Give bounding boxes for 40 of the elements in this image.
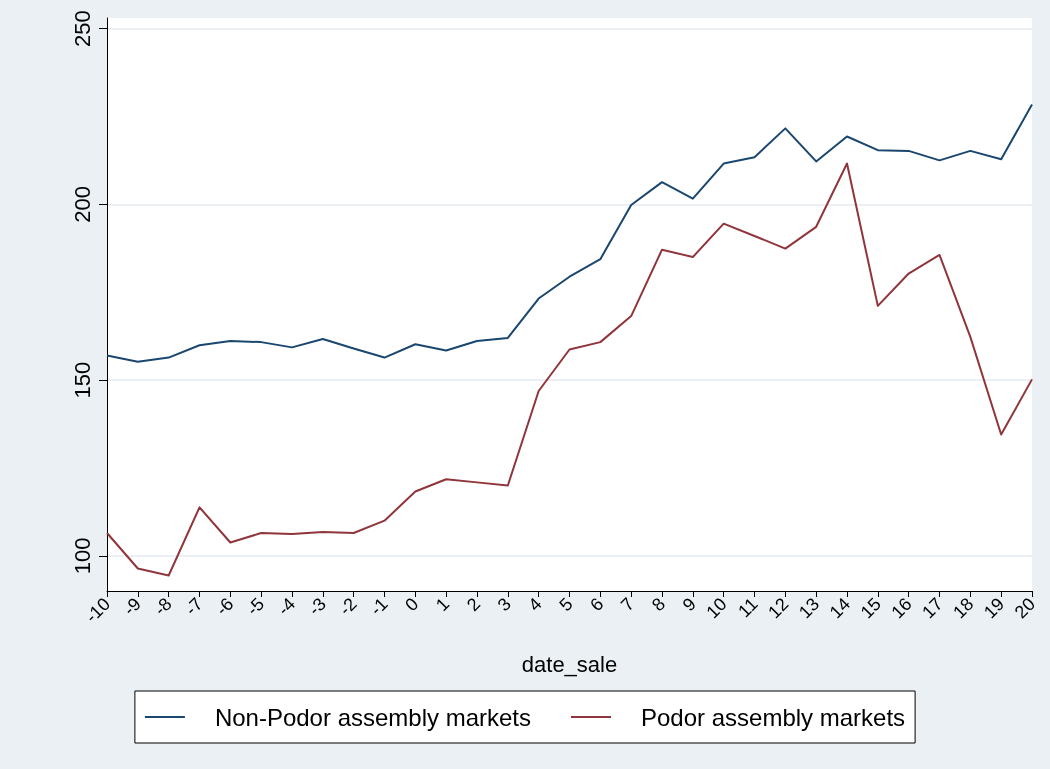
x-tick-label: 2 bbox=[462, 593, 485, 616]
legend-label: Non-Podor assembly markets bbox=[214, 703, 532, 731]
x-tick-label: -3 bbox=[304, 593, 330, 620]
x-tick-label: -7 bbox=[181, 593, 207, 620]
x-tick-label: 18 bbox=[949, 593, 978, 623]
y-tick-label: 250 bbox=[69, 10, 95, 47]
x-tick-label: 3 bbox=[493, 593, 515, 616]
x-tick-label: -4 bbox=[273, 593, 300, 620]
x-tick-label: 1 bbox=[432, 593, 454, 616]
x-tick-label: 15 bbox=[856, 593, 885, 623]
line-series bbox=[106, 162, 1033, 577]
line-series bbox=[106, 103, 1033, 363]
x-tick-label: -2 bbox=[335, 593, 361, 620]
x-tick-label: 10 bbox=[702, 593, 731, 623]
x-tick-label: 11 bbox=[734, 593, 762, 622]
x-tick-label: 20 bbox=[1010, 593, 1040, 623]
x-tick-label: 17 bbox=[918, 593, 947, 623]
x-tick-label: 8 bbox=[647, 593, 670, 616]
x-tick-label: 4 bbox=[524, 593, 546, 616]
x-tick-label: 12 bbox=[764, 593, 793, 623]
x-tick-label: -1 bbox=[366, 593, 392, 620]
x-tick-label: 9 bbox=[678, 593, 700, 616]
x-tick-label: 6 bbox=[586, 593, 608, 616]
y-tick-label: 150 bbox=[69, 361, 95, 399]
x-axis-title: date_sale bbox=[521, 651, 618, 677]
x-tick-label: -6 bbox=[211, 593, 238, 620]
x-tick-label: 7 bbox=[617, 593, 639, 616]
x-tick-label: 0 bbox=[401, 593, 423, 616]
x-tick-label: -8 bbox=[150, 593, 176, 620]
x-tick-label: -5 bbox=[242, 593, 269, 620]
x-tick-label: 14 bbox=[825, 593, 855, 623]
x-tick-label: -10 bbox=[81, 593, 115, 627]
x-tick-label: 16 bbox=[887, 593, 916, 623]
x-tick-label: 19 bbox=[979, 593, 1009, 623]
y-tick-label: 200 bbox=[69, 185, 95, 223]
x-tick-label: -9 bbox=[119, 593, 145, 620]
x-tick-label: 5 bbox=[555, 593, 577, 616]
x-tick-label: 13 bbox=[794, 593, 824, 623]
y-tick-label: 100 bbox=[69, 537, 95, 575]
legend-label: Podor assembly markets bbox=[641, 703, 906, 731]
